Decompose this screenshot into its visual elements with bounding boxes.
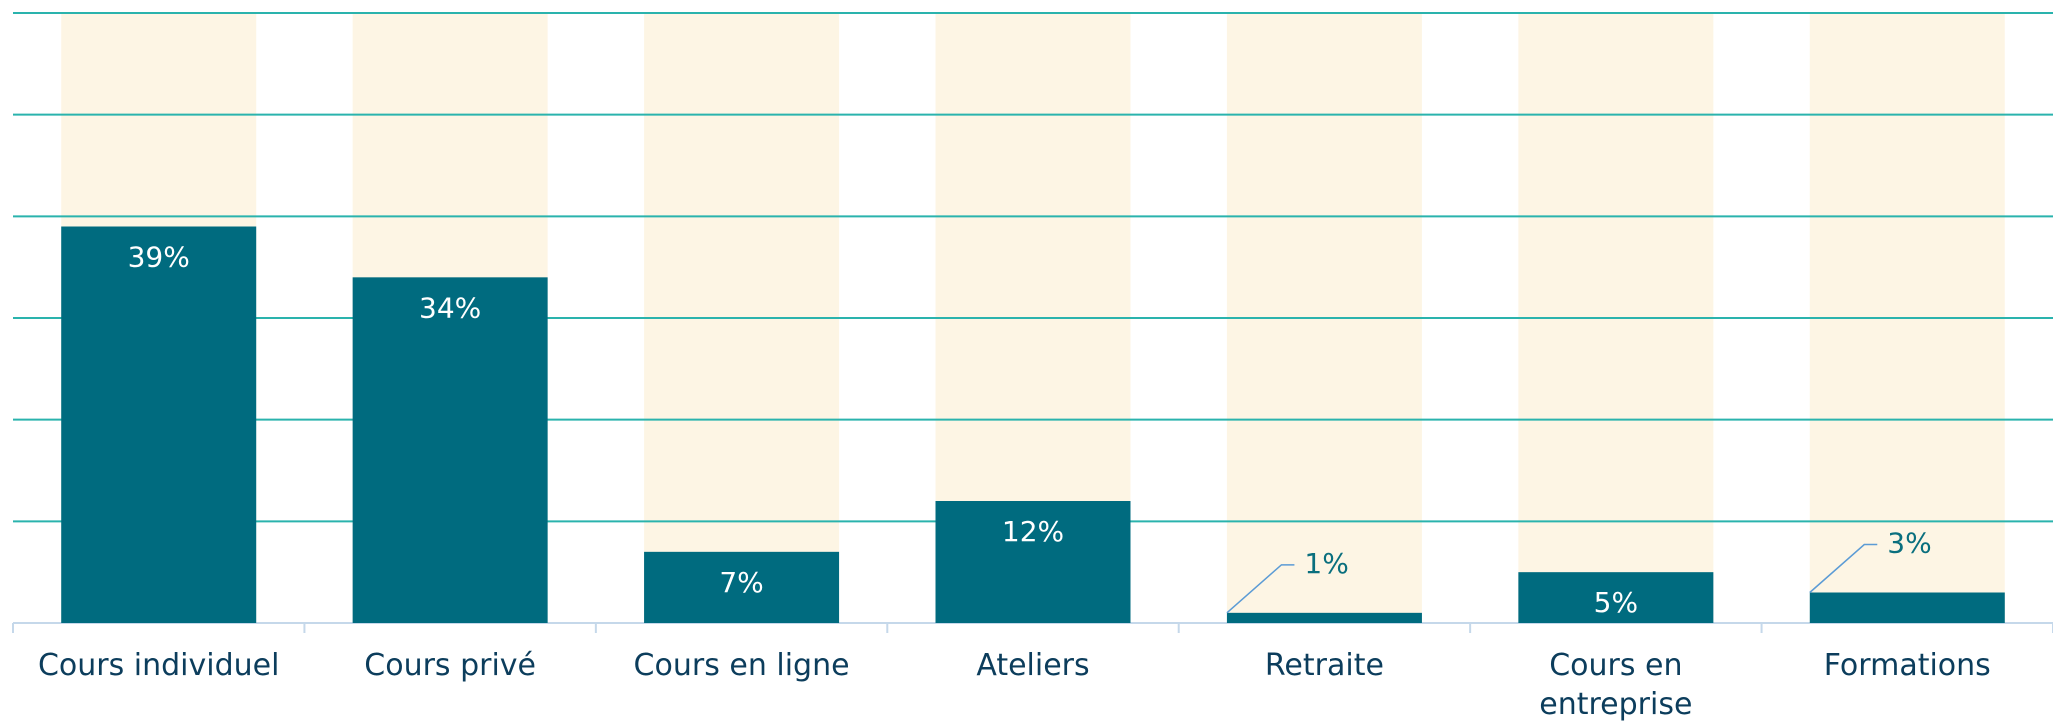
data-label: 5% (1594, 586, 1638, 619)
bar (935, 501, 1131, 623)
bar (644, 551, 840, 623)
x-tick-label: Formations (1823, 648, 1991, 683)
bar (1809, 592, 2005, 623)
data-label: 34% (419, 291, 481, 324)
data-label: 12% (1002, 515, 1064, 548)
x-tick-label: Cours privé (364, 648, 537, 683)
leader-line (1226, 564, 1295, 614)
x-tick-label: Retraite (1264, 648, 1384, 683)
bar (352, 277, 548, 623)
data-label: 3% (1887, 527, 1931, 560)
x-tick-label: Ateliers (976, 648, 1090, 683)
bar (1226, 612, 1422, 623)
x-tick-label: Cours en entreprise (1539, 648, 1693, 721)
leader-line (1809, 543, 1878, 594)
bar (1518, 572, 1714, 623)
data-label: 7% (719, 566, 763, 599)
data-label: 1% (1304, 547, 1348, 580)
x-tick-label: Cours individuel (37, 648, 280, 683)
x-tick-label: Cours en ligne (633, 648, 850, 683)
data-label: 39% (128, 241, 190, 274)
bar (61, 226, 257, 623)
